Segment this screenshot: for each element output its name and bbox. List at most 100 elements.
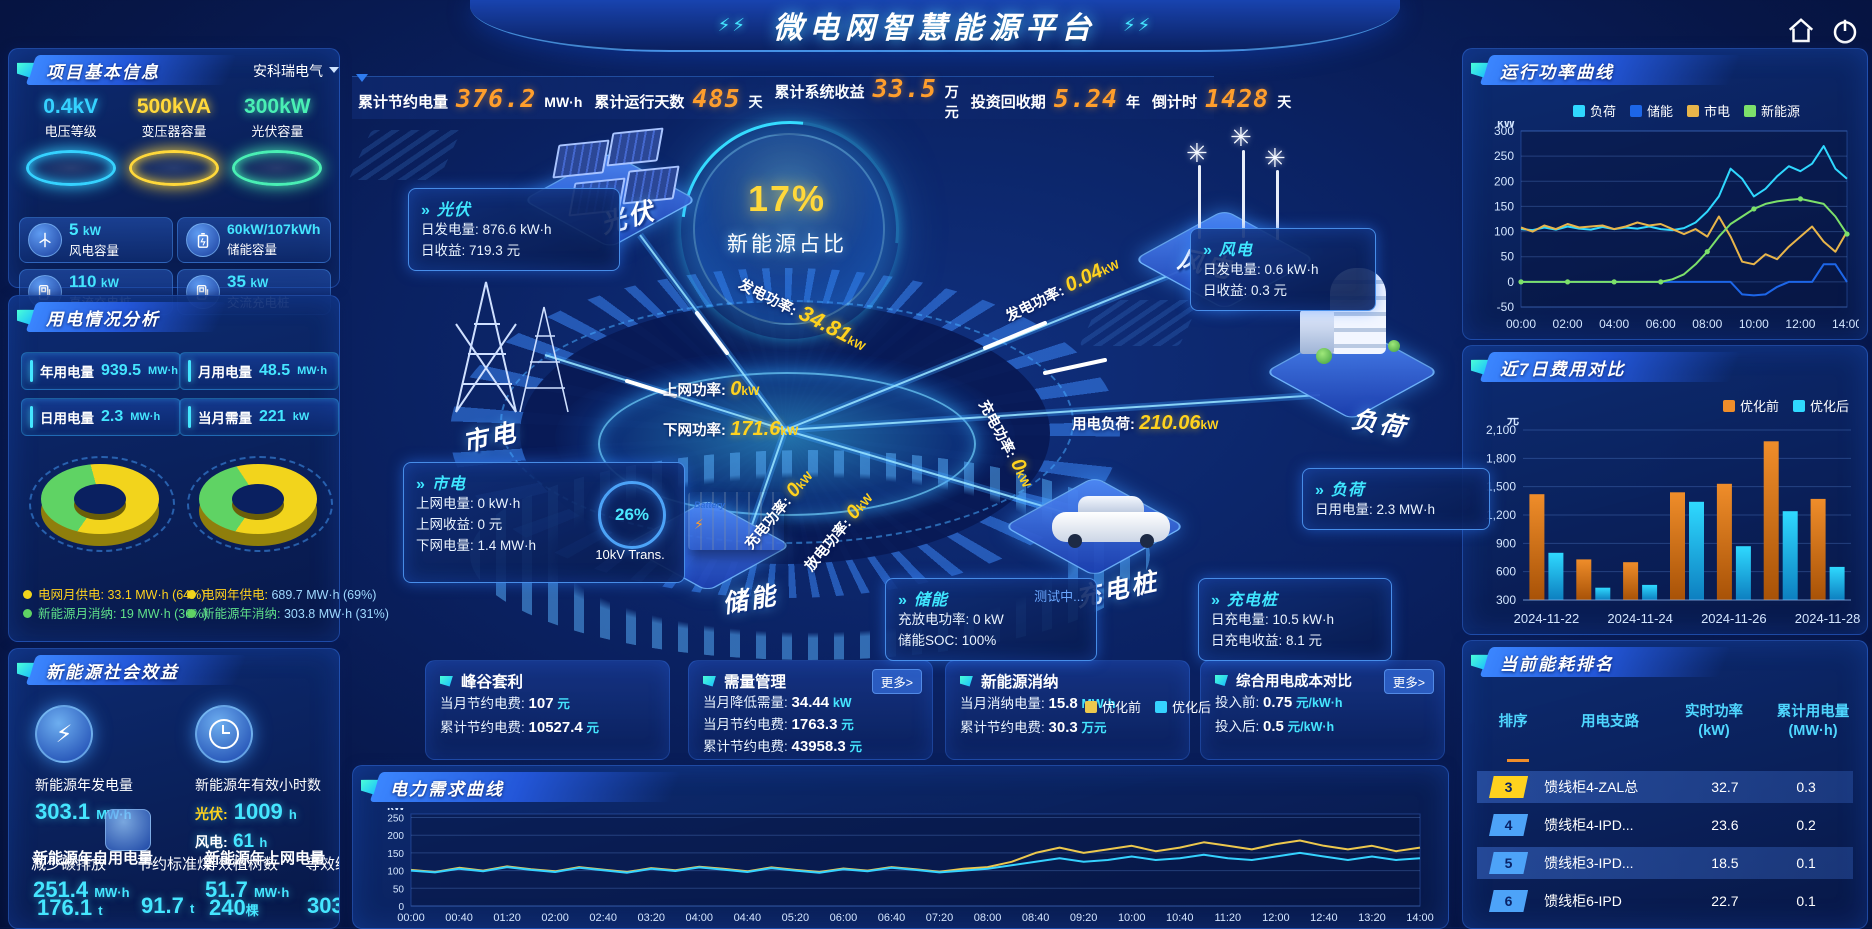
more-button[interactable]: 更多>	[1383, 669, 1434, 694]
hub-sphere	[693, 133, 885, 325]
cumulative-energy: 0.2	[1796, 817, 1816, 833]
app-header: ⚡⚡ 微电网智慧能源平台 ⚡⚡	[470, 0, 1400, 52]
chevron-icon: »	[1203, 242, 1212, 259]
svg-text:300: 300	[1494, 124, 1514, 138]
flow-from-grid: 下网功率: 171.6kW	[663, 418, 799, 440]
kpi-run-days: 累计运行天数 485 天	[594, 83, 763, 113]
kpi-countdown: 倒计时 1428 天	[1152, 83, 1292, 113]
pedestal-voltage: 0.4kV 电压等级	[19, 95, 122, 186]
chevron-icon: »	[898, 592, 907, 609]
panel-corner-icon	[17, 62, 34, 78]
col-header-power: 实时功率 (kW)	[1685, 704, 1743, 739]
legend-item[interactable]: 优化后	[1155, 697, 1211, 716]
chevron-down-icon	[356, 74, 368, 82]
svg-text:元: 元	[1507, 416, 1519, 427]
panel-corner-icon	[1471, 654, 1488, 670]
svg-text:06:40: 06:40	[878, 912, 906, 924]
legend-item: 电网年供电: 689.7 MW·h (69%)	[187, 586, 389, 605]
benefit-togrid-label: 新能源年上网电量	[205, 850, 326, 867]
table-row[interactable]: 5 馈线柜3-IPD... 18.5 0.1	[1477, 847, 1853, 879]
legend-item[interactable]: 优化前	[1085, 697, 1141, 716]
card-renewable-consumption: 新能源消纳 当月消纳电量: 15.8 MW·h 累计节约电费: 30.3 万元	[945, 660, 1190, 760]
capacity-card-storage: 60kW/107kWh 储能容量	[177, 217, 331, 263]
table-row[interactable]: 4 馈线柜4-IPD... 23.6 0.2	[1477, 809, 1853, 841]
stat-day-usage: 日用电量 2.3 MW·h	[21, 398, 181, 436]
legend-item[interactable]: 市电	[1687, 101, 1730, 120]
chevron-icon: »	[416, 476, 425, 493]
demand-curve-chart[interactable]: 0 50 100 150 200 250kW 00:00 00:40 01:20 02:00 02:…	[369, 808, 1434, 924]
power-curve-chart[interactable]: -50 0 50 100 150 200 250 300kW 00:00 02:00 04:00 06…	[1471, 121, 1859, 331]
panel-title: 当前能耗排名	[1500, 654, 1614, 674]
legend-item: 电网月供电: 33.1 MW·h (64%)	[23, 586, 208, 605]
legend-item[interactable]: 优化后	[1792, 396, 1849, 415]
company-selector-value: 安科瑞电气	[253, 63, 323, 79]
scroll-indicator[interactable]	[1507, 759, 1529, 762]
realtime-power: 18.5	[1711, 855, 1739, 871]
svg-text:11:20: 11:20	[1214, 912, 1241, 924]
svg-text:00:00: 00:00	[1506, 317, 1536, 331]
legend-item[interactable]: 优化前	[1722, 396, 1779, 415]
svg-text:03:20: 03:20	[637, 912, 665, 924]
wind-info-box: » 风电 日发电量: 0.6 kW·h 日收益: 0.3 元	[1190, 228, 1376, 311]
svg-text:0: 0	[1507, 275, 1514, 289]
table-row[interactable]: 3 馈线柜4-ZAL总 32.7 0.3	[1477, 771, 1853, 803]
svg-text:2024-11-24: 2024-11-24	[1607, 611, 1673, 626]
legend-item[interactable]: 新能源	[1744, 101, 1800, 120]
stat-month-usage: 月用电量 48.5 MW·h	[179, 352, 339, 390]
battery-container-icon: Battery ⚡	[688, 492, 784, 550]
rank-badge: 5	[1489, 852, 1529, 874]
realtime-power: 32.7	[1711, 779, 1739, 795]
battery-icon	[186, 223, 220, 257]
benefit-coal-value: 91.7 t	[141, 893, 195, 918]
transformer-load-gauge: 26%	[598, 481, 666, 549]
svg-text:900: 900	[1496, 536, 1516, 550]
home-icon[interactable]	[1786, 16, 1816, 46]
benefit-gen-label: 新能源年发电量	[35, 777, 133, 793]
svg-text:06:00: 06:00	[830, 912, 858, 924]
benefit-certs-value: 303张	[307, 893, 339, 918]
benefit-gen-value: 303.1 MW·h	[35, 799, 132, 824]
benefit-trees-label: 等效植树数	[203, 856, 279, 873]
demand-curve-panel: 电力需求曲线 050100150200250kW00:0000:4001:200…	[352, 765, 1449, 929]
glow-ring-icon	[128, 150, 219, 186]
pedestal-pv: 300kW 光伏容量	[226, 95, 329, 186]
svg-text:06:00: 06:00	[1646, 317, 1676, 331]
branch-name: 馈线柜3-IPD...	[1544, 855, 1634, 871]
usage-analysis-panel: 用电情况分析 年用电量 939.5 MW·h 月用电量 48.5 MW·h 日用电量 2.…	[8, 295, 389, 642]
benefit-selfuse-label: 新能源年自用电量	[33, 850, 154, 867]
energy-flow-beams	[543, 232, 1321, 547]
more-button[interactable]: 更多>	[871, 669, 922, 694]
svg-text:01:20: 01:20	[493, 912, 521, 924]
donut-orbit-ring	[29, 456, 175, 552]
benefit-hours-pv: 光伏: 1009 h	[195, 799, 297, 824]
svg-text:300: 300	[1496, 593, 1516, 607]
pedestal-transformer: 500kVA 变压器容量	[122, 95, 225, 186]
company-selector[interactable]: 安科瑞电气	[253, 61, 339, 81]
svg-text:04:40: 04:40	[734, 912, 762, 924]
donut-chart-monthly-mix	[29, 456, 175, 552]
table-row[interactable]: 6 馈线柜6-IPD 22.7 0.1	[1477, 885, 1853, 917]
panel-title: 用电情况分析	[46, 309, 160, 329]
legend-item[interactable]: 储能	[1630, 101, 1673, 120]
cost-compare-panel: 近7日费用对比 优化前 优化后 300 600 900 1,200 1,500 1,800 2…	[1462, 345, 1868, 635]
chevron-icon: »	[1315, 482, 1324, 499]
svg-text:02:00: 02:00	[541, 912, 569, 924]
svg-text:04:00: 04:00	[1599, 317, 1629, 331]
stat-month-demand: 当月需量 221 kW	[179, 398, 339, 436]
branch-name: 馈线柜4-IPD...	[1544, 817, 1634, 833]
svg-text:1,800: 1,800	[1486, 451, 1516, 465]
charger-info-box: » 充电桩 日充电量: 10.5 kW·h 日充电收益: 8.1 元	[1198, 578, 1392, 661]
svg-text:10:00: 10:00	[1739, 317, 1769, 331]
cumulative-energy: 0.3	[1796, 779, 1816, 795]
demand-curve-legend: 优化前 优化后	[1085, 697, 1211, 716]
lightning-deco-icon: ⚡⚡	[1123, 14, 1153, 35]
svg-text:600: 600	[1496, 565, 1516, 579]
legend-item[interactable]: 负荷	[1573, 101, 1616, 120]
load-info-box: » 负荷 日用电量: 2.3 MW·h	[1302, 468, 1490, 530]
svg-text:05:20: 05:20	[782, 912, 810, 924]
power-icon[interactable]	[1830, 16, 1860, 46]
battery-icon	[105, 809, 151, 851]
kpi-stats-bar: 累计节约电量 376.2 MW·h 累计运行天数 485 天 累计系统收益 33.5 万元 …	[352, 74, 1291, 120]
svg-text:04:00: 04:00	[686, 912, 714, 924]
